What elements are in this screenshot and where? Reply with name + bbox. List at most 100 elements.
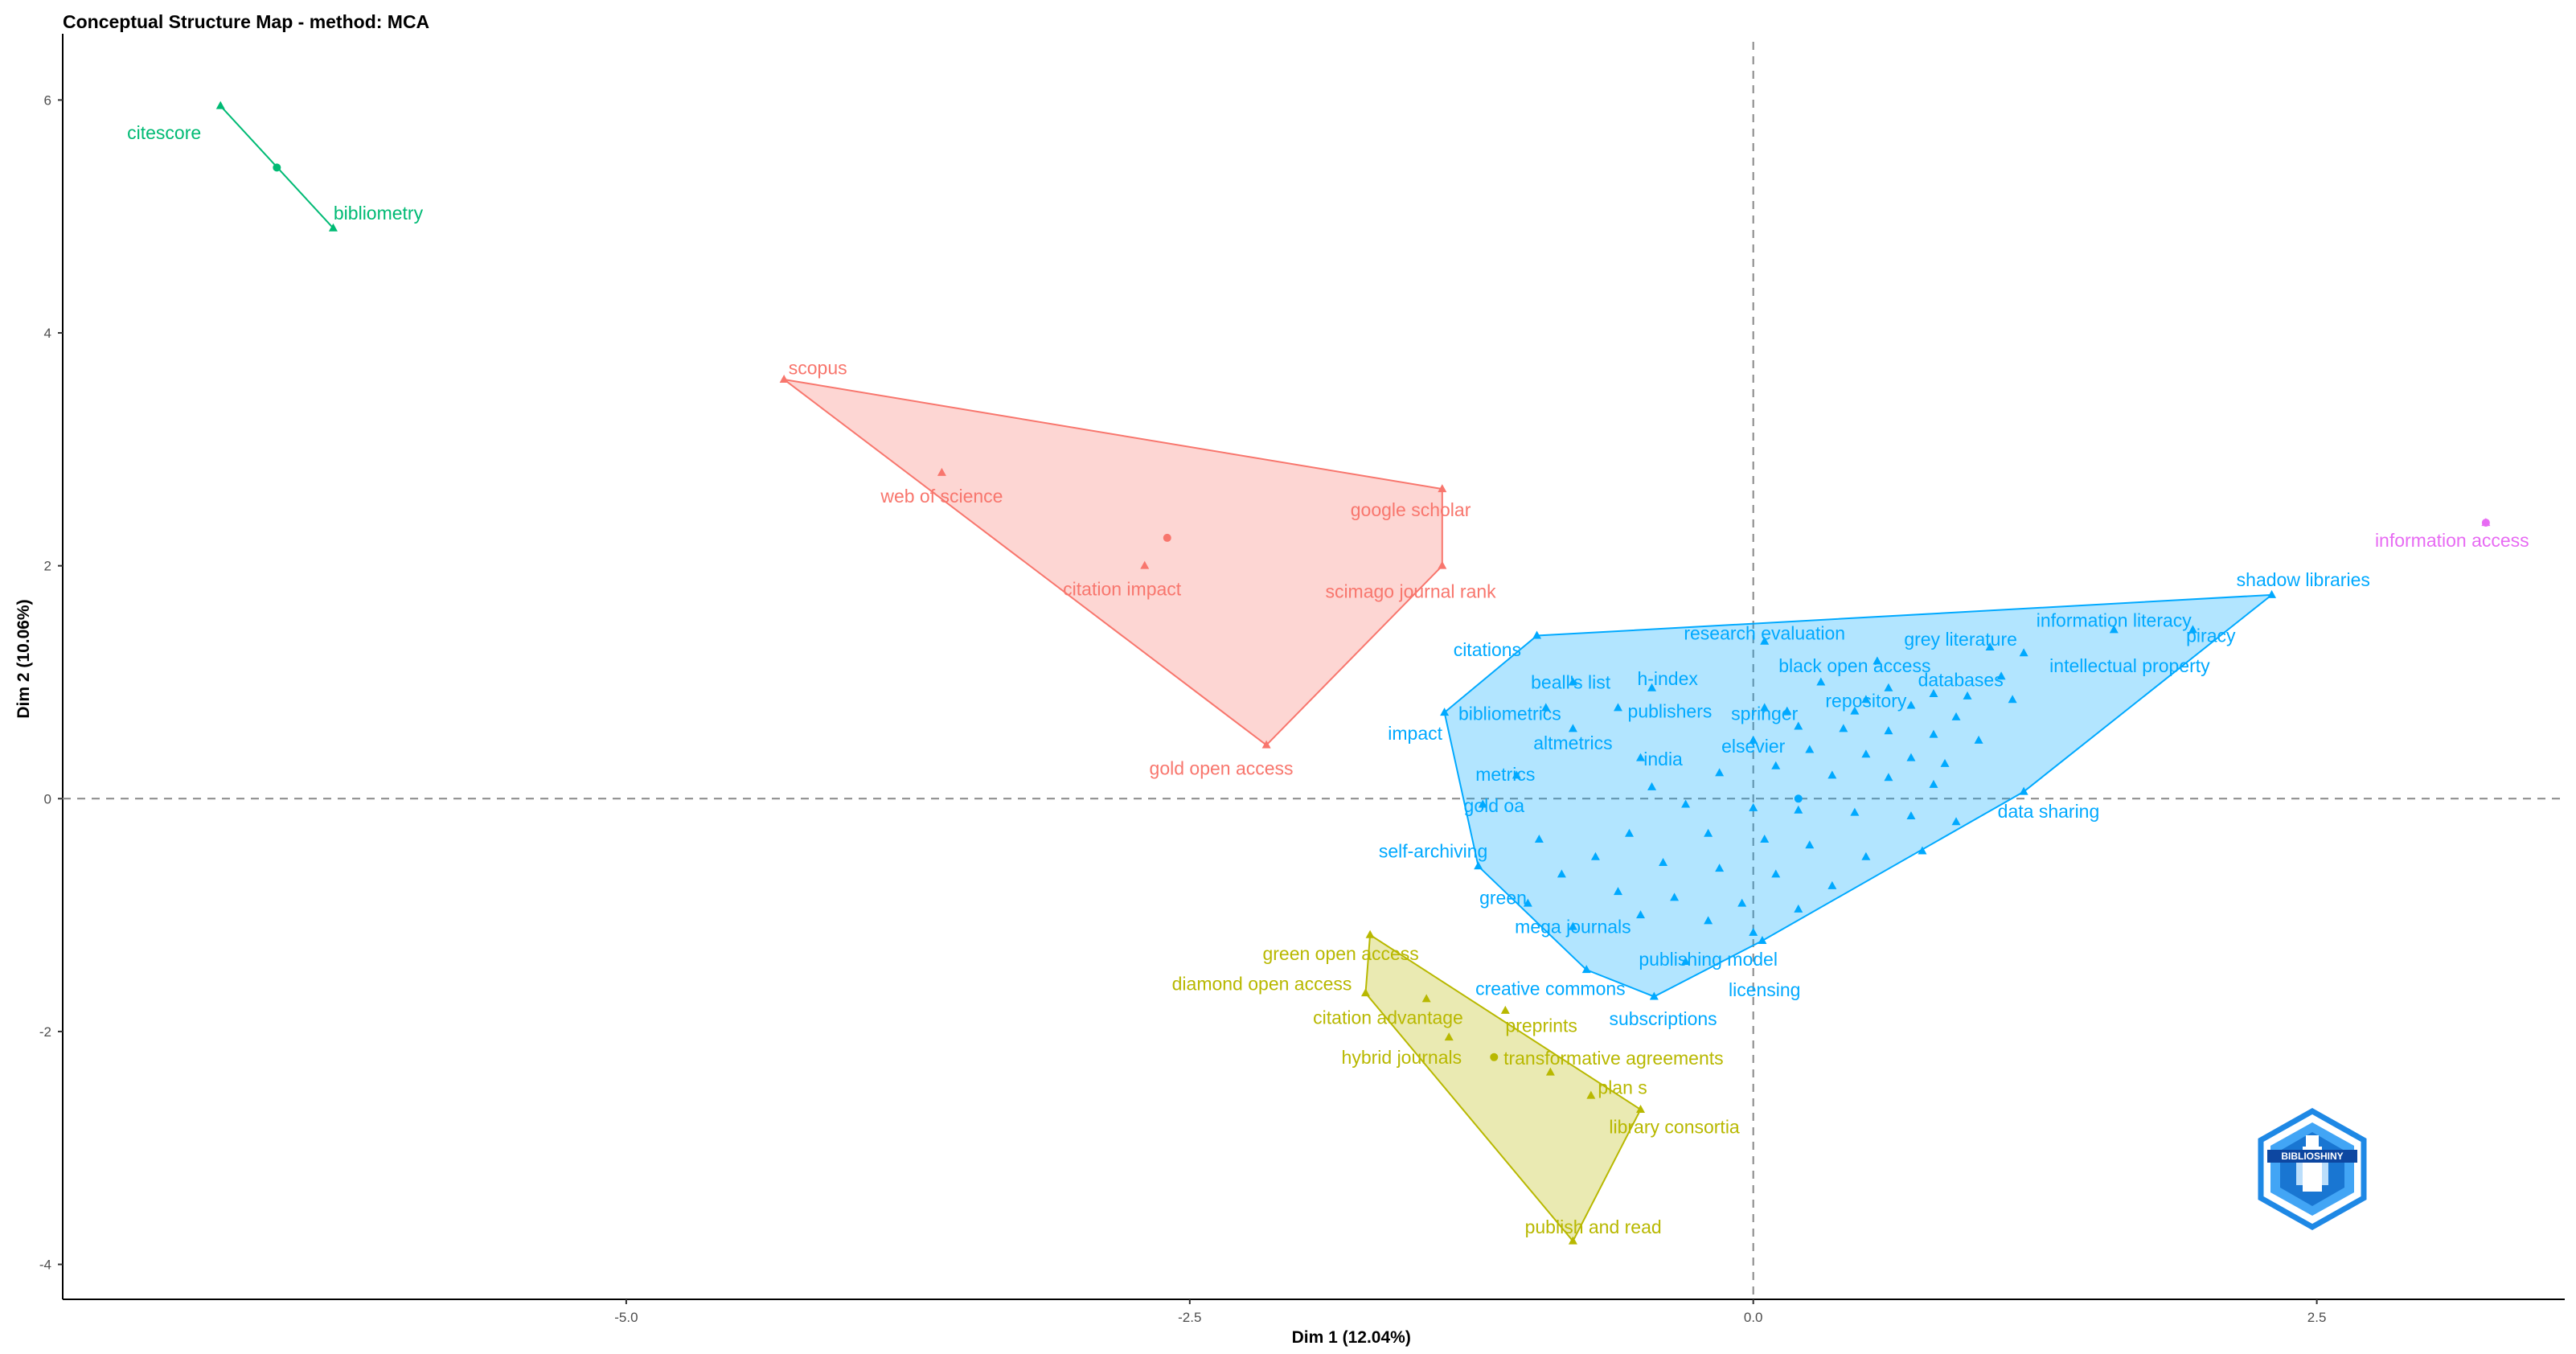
point-label: mega journals bbox=[1515, 917, 1631, 938]
data-point bbox=[1760, 636, 1770, 645]
data-point bbox=[1613, 887, 1622, 896]
point-label: creative commons bbox=[1475, 978, 1626, 999]
data-point bbox=[1996, 671, 2006, 680]
cluster-centroid bbox=[273, 163, 281, 172]
point-label: altmetrics bbox=[1533, 732, 1612, 753]
data-point bbox=[1749, 735, 1758, 744]
point-label: green bbox=[1479, 887, 1527, 908]
data-points bbox=[215, 101, 2491, 1245]
data-point bbox=[2019, 648, 2028, 657]
point-label: research evaluation bbox=[1684, 623, 1845, 644]
data-point bbox=[1532, 630, 1542, 639]
data-point bbox=[1704, 828, 1713, 837]
point-label: piracy bbox=[2186, 626, 2236, 646]
x-tick-label: 0.0 bbox=[1744, 1310, 1763, 1325]
x-tick-label: 2.5 bbox=[2307, 1310, 2327, 1325]
point-label: data sharing bbox=[1998, 801, 2100, 822]
axes: -5.0 -2.5 0.0 2.5 -4 -2 0 2 4 6 Dim 1 (12.04%) Dim … bbox=[14, 34, 2565, 1347]
data-point bbox=[1918, 846, 1927, 855]
data-point bbox=[1805, 745, 1815, 753]
point-label: repository bbox=[1825, 691, 1906, 712]
x-tick-label: -2.5 bbox=[1178, 1310, 1201, 1325]
point-label: beall's list bbox=[1531, 671, 1611, 692]
data-point bbox=[1613, 703, 1622, 712]
data-point bbox=[1557, 869, 1566, 878]
point-label: impact bbox=[1388, 723, 1442, 744]
data-point bbox=[1794, 805, 1803, 814]
data-point bbox=[2109, 625, 2119, 634]
data-point bbox=[1586, 1090, 1596, 1099]
data-point bbox=[1541, 703, 1551, 712]
point-label: information access bbox=[2375, 530, 2529, 551]
data-point bbox=[1523, 898, 1532, 907]
point-label: springer bbox=[1731, 704, 1798, 724]
point-label: citescore bbox=[127, 122, 201, 143]
y-tick-label: 4 bbox=[44, 326, 51, 341]
y-tick-label: 2 bbox=[44, 559, 51, 574]
data-point bbox=[1985, 642, 1995, 651]
data-point bbox=[1951, 817, 1961, 826]
data-point bbox=[1568, 921, 1577, 930]
data-point bbox=[1805, 840, 1815, 849]
data-point bbox=[1749, 927, 1758, 936]
point-label: preprints bbox=[1505, 1016, 1577, 1036]
data-point bbox=[1545, 1067, 1555, 1076]
point-label: plan s bbox=[1598, 1077, 1647, 1098]
x-axis-title: Dim 1 (12.04%) bbox=[1292, 1328, 1411, 1347]
data-point bbox=[1438, 560, 1447, 569]
data-point bbox=[1581, 965, 1591, 974]
data-point bbox=[1794, 904, 1803, 913]
data-point bbox=[1670, 892, 1680, 901]
point-label: transformative agreements bbox=[1503, 1048, 1724, 1069]
data-point bbox=[1737, 898, 1747, 907]
data-point bbox=[1884, 683, 1893, 691]
data-point bbox=[215, 101, 225, 109]
point-label: diamond open access bbox=[1172, 974, 1352, 995]
data-point bbox=[1884, 773, 1893, 782]
data-point bbox=[1906, 811, 1916, 820]
data-point bbox=[1715, 864, 1725, 872]
data-point bbox=[937, 467, 946, 476]
data-point bbox=[1873, 656, 1882, 665]
data-point bbox=[1568, 677, 1577, 686]
data-point bbox=[1649, 991, 1659, 1000]
point-label: citation advantage bbox=[1313, 1007, 1463, 1028]
point-label: gold open access bbox=[1150, 758, 1294, 779]
point-label: gold oa bbox=[1464, 795, 1525, 816]
data-point bbox=[1850, 807, 1860, 816]
point-label: shadow libraries bbox=[2237, 569, 2370, 590]
data-point bbox=[1438, 484, 1447, 493]
data-point bbox=[1421, 994, 1431, 1003]
cluster-centroid bbox=[1163, 533, 1171, 542]
data-point bbox=[1929, 688, 1938, 697]
data-point bbox=[1636, 910, 1646, 919]
data-point bbox=[1647, 782, 1657, 790]
point-label: india bbox=[1643, 749, 1683, 769]
point-label: black open access bbox=[1778, 655, 1930, 676]
point-label: elsevier bbox=[1721, 736, 1786, 757]
data-point bbox=[1500, 1005, 1510, 1014]
point-label: licensing bbox=[1729, 979, 1801, 1000]
data-point bbox=[1827, 880, 1837, 889]
point-label: library consortia bbox=[1609, 1117, 1740, 1138]
point-label: scopus bbox=[789, 357, 847, 378]
data-point bbox=[1568, 1236, 1577, 1245]
data-point bbox=[1681, 799, 1691, 808]
point-label: subscriptions bbox=[1609, 1008, 1717, 1029]
data-point bbox=[328, 223, 338, 232]
chart-title: Conceptual Structure Map - method: MCA bbox=[63, 11, 430, 32]
data-point bbox=[1704, 916, 1713, 925]
data-point bbox=[1261, 740, 1271, 749]
data-point bbox=[1839, 724, 1848, 732]
logo-text: BIBLIOSHINY bbox=[2281, 1151, 2343, 1162]
data-point bbox=[1140, 560, 1150, 569]
data-point bbox=[1636, 753, 1646, 761]
y-tick-label: -4 bbox=[39, 1258, 51, 1273]
point-label: metrics bbox=[1475, 764, 1535, 785]
data-point bbox=[1963, 691, 1972, 700]
point-label: intellectual property bbox=[2049, 655, 2210, 676]
x-tick-label: -5.0 bbox=[614, 1310, 638, 1325]
data-point bbox=[1474, 861, 1483, 870]
biblioshiny-logo: BIBLIOSHINY bbox=[2256, 1107, 2369, 1231]
